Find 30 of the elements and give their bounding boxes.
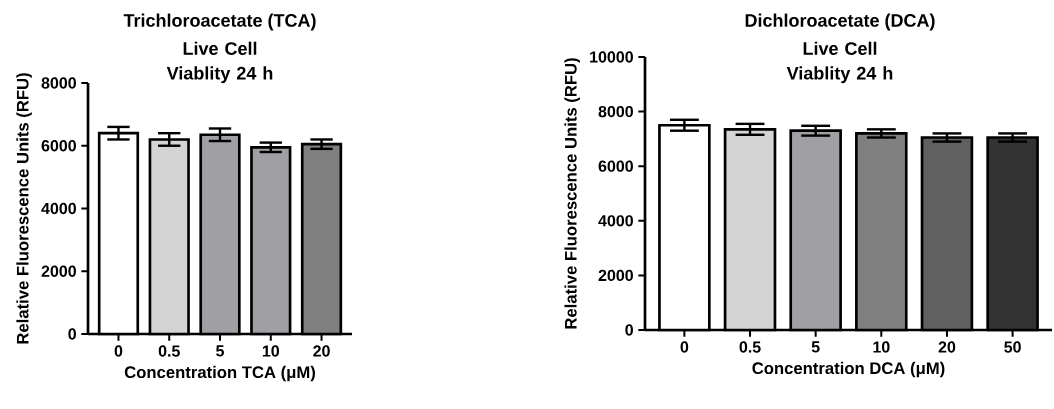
x-tick-label: 0 (114, 345, 123, 357)
y-tick-label: 0 (625, 324, 633, 336)
x-tick-label: 5 (811, 341, 820, 353)
y-tick-label: 4000 (41, 202, 76, 215)
chart-title: Dichloroacetate (DCA) (745, 13, 935, 31)
x-tick-label: 20 (938, 341, 956, 353)
x-tick-label: 50 (1004, 341, 1021, 353)
x-tick-label: 20 (313, 345, 330, 357)
y-tick-label: 2000 (598, 269, 633, 282)
y-tick-label: 8000 (41, 77, 76, 89)
x-tick-label: 10 (262, 345, 280, 357)
x-tick-label: 0.5 (158, 345, 180, 357)
x-tick-label: 5 (216, 345, 225, 357)
y-tick-label: 8000 (598, 105, 633, 118)
chart-subtitle: Live Cell Viablity 24 h (166, 41, 273, 84)
y-tick-label: 6000 (598, 160, 633, 172)
x-tick-label: 10 (873, 341, 890, 353)
x-axis-title: Concentration DCA (μM) (752, 361, 945, 378)
chart-subtitle: Live Cell Viablity 24 h (786, 41, 893, 84)
y-tick-label: 4000 (598, 215, 633, 227)
x-axis-title: Concentration TCA (μM) (124, 365, 315, 382)
y-tick-label: 2000 (41, 265, 76, 277)
y-axis-title: Relative Fluorescence Units (RFU) (564, 58, 580, 329)
x-tick-label: 0 (680, 341, 689, 353)
y-axis-title: Relative Fluorescence Units (RFU) (16, 73, 32, 344)
y-tick-label: 6000 (41, 140, 76, 152)
y-tick-label: 0 (68, 328, 76, 340)
y-tick-label: 10000 (590, 51, 633, 63)
chart-title: Trichloroacetate (TCA) (123, 13, 316, 31)
x-tick-label: 0.5 (739, 341, 761, 353)
